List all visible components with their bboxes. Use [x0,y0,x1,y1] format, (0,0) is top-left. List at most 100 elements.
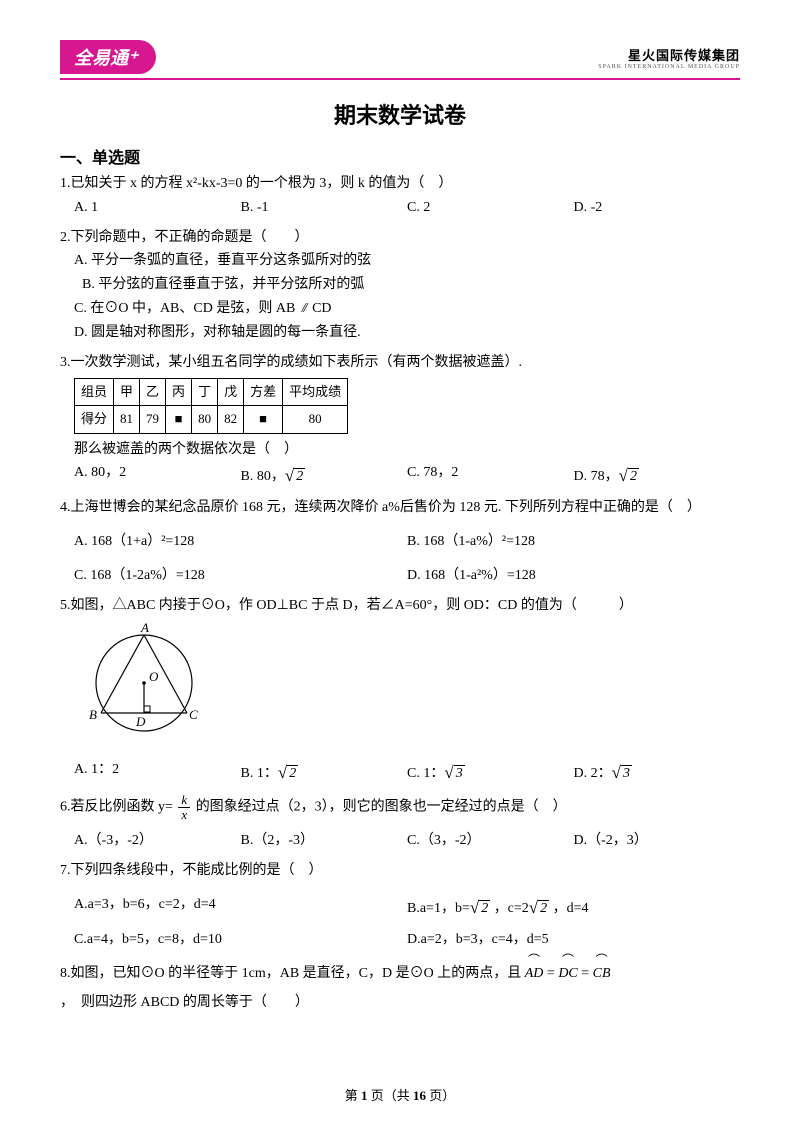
q6-opt-d: D.（-2，3） [574,829,741,853]
td: 81 [114,406,140,433]
q4-opt-a: A. 168（1+a）²=128 [74,530,407,554]
parallel-icon: // [302,301,306,316]
q5-opt-b: B. 1：√2 [241,758,408,787]
q1-opt-d: D. -2 [574,196,741,220]
q8-line2: ， 则四边形 ABCD 的周长等于（ ） [60,991,740,1015]
th: 方差 [244,379,283,406]
q4-opt-c: C. 168（1-2a%）=128 [74,564,407,588]
th: 丁 [192,379,218,406]
q5-b-pre: B. 1： [241,766,278,781]
logo-badge: 全易通⁺ [60,40,156,74]
q3-opt-c: C. 78，2 [407,461,574,490]
org-name: 星火国际传媒集团 [598,45,740,64]
q7-opt-b: B.a=1，b=√2 ，c=2√2 ，d=4 [407,893,740,922]
q2-opt-c: C. 在⊙O 中，AB、CD 是弦，则 AB // CD [60,297,740,321]
td: 82 [218,406,244,433]
q6-pre: 6.若反比例函数 y= [60,799,176,814]
th: 平均成绩 [283,379,348,406]
th: 丙 [166,379,192,406]
eq: = [578,966,593,981]
page-header: 全易通⁺ 星火国际传媒集团 SPARK INTERNATIONAL MEDIA … [60,40,740,80]
question-5: 5.如图，△ABC 内接于⊙O，作 OD⊥BC 于点 D，若∠A=60°，则 O… [60,594,740,787]
arc-icon: AD [525,962,544,986]
th: 戊 [218,379,244,406]
org-sub: SPARK INTERNATIONAL MEDIA GROUP [598,64,740,70]
svg-text:D: D [135,714,146,729]
radicand: 2 [479,900,490,916]
q5-figure: A B C O D [74,623,740,752]
q5-options: A. 1：2 B. 1：√2 C. 1：√3 D. 2：√3 [60,758,740,787]
td: 得分 [75,406,114,433]
q5-d-pre: D. 2： [574,766,612,781]
q3-text: 3.一次数学测试，某小组五名同学的成绩如下表所示（有两个数据被遮盖）. [60,351,740,375]
circle-diagram-icon: A B C O D [74,623,224,743]
arc-icon: CB [593,962,611,986]
eq: = [543,966,558,981]
table-row: 得分 81 79 ■ 80 82 ■ 80 [75,406,348,433]
q6-options: A.（-3，-2） B.（2，-3） C.（3，-2） D.（-2，3） [60,829,740,853]
radicand: 2 [628,468,639,484]
q3-after: 那么被遮盖的两个数据依次是（ ） [60,438,740,462]
q3-options: A. 80，2 B. 80， √2 C. 78，2 D. 78，√2 [60,461,740,490]
q2-opt-a: A. 平分一条弧的直径，垂直平分这条弧所对的弦 [60,249,740,273]
q2-opt-d: D. 圆是轴对称图形，对称轴是圆的每一条直径. [60,321,740,345]
frac-den: x [178,808,190,822]
radicand: 3 [454,765,465,781]
arc-icon: DC [558,962,577,986]
q6-opt-c: C.（3，-2） [407,829,574,853]
q5-text: 5.如图，△ABC 内接于⊙O，作 OD⊥BC 于点 D，若∠A=60°，则 O… [60,594,740,618]
svg-text:C: C [189,707,198,722]
td: 80 [192,406,218,433]
q7-b-pre: B.a=1，b= [407,901,470,916]
svg-text:A: A [140,623,149,635]
question-7: 7.下列四条线段中，不能成比例的是（ ） A.a=3，b=6，c=2，d=4 B… [60,859,740,951]
q5-opt-d: D. 2：√3 [574,758,741,787]
sqrt-icon: √2 [470,901,490,916]
q3-b-pre: B. 80， [241,469,285,484]
td: ■ [244,406,283,433]
q7-opt-d: D.a=2，b=3，c=4，d=5 [407,928,740,952]
page-title: 期末数学试卷 [60,98,740,130]
section-title: 一、单选题 [60,144,740,168]
q5-opt-a: A. 1：2 [74,758,241,787]
fraction-icon: kx [178,793,190,821]
th: 组员 [75,379,114,406]
radicand: 2 [538,900,549,916]
q7-b-coef: 2 [522,901,529,916]
q2-opt-b: B. 平分弦的直径垂直于弦，并平分弦所对的弧 [60,273,740,297]
org-block: 星火国际传媒集团 SPARK INTERNATIONAL MEDIA GROUP [598,45,740,70]
question-8: 8.如图，已知⊙O 的半径等于 1cm，AB 是直径，C，D 是⊙O 上的两点，… [60,962,740,1016]
svg-text:B: B [89,707,97,722]
footer-post: 页） [426,1088,455,1103]
table-row: 组员 甲 乙 丙 丁 戊 方差 平均成绩 [75,379,348,406]
question-1: 1.已知关于 x 的方程 x²-kx-3=0 的一个根为 3，则 k 的值为（ … [60,172,740,220]
footer-mid: 页（共 [367,1088,413,1103]
q4-opt-d: D. 168（1-a²%）=128 [407,564,740,588]
page-footer: 第 1 页（共 16 页） [0,1085,800,1104]
q2-c-pre: C. 在⊙O 中，AB、CD 是弦，则 AB [74,301,299,316]
q5-c-pre: C. 1： [407,766,444,781]
sqrt-icon: √2 [619,469,639,484]
q4-options2: C. 168（1-2a%）=128 D. 168（1-a²%）=128 [60,564,740,588]
q7-options2: C.a=4，b=5，c=8，d=10 D.a=2，b=3，c=4，d=5 [60,928,740,952]
sqrt-icon: √2 [529,901,549,916]
th: 乙 [140,379,166,406]
q6-opt-b: B.（2，-3） [241,829,408,853]
q6-opt-a: A.（-3，-2） [74,829,241,853]
q7-options1: A.a=3，b=6，c=2，d=4 B.a=1，b=√2 ，c=2√2 ，d=4 [60,893,740,922]
q7-opt-a: A.a=3，b=6，c=2，d=4 [74,893,407,922]
q1-opt-c: C. 2 [407,196,574,220]
q3-opt-d: D. 78，√2 [574,461,741,490]
q7-opt-c: C.a=4，b=5，c=8，d=10 [74,928,407,952]
footer-total: 16 [413,1088,426,1103]
svg-text:O: O [149,669,159,684]
q7-text: 7.下列四条线段中，不能成比例的是（ ） [60,859,740,883]
q8-pre: 8.如图，已知⊙O 的半径等于 1cm，AB 是直径，C，D 是⊙O 上的两点，… [60,966,525,981]
sqrt-icon: √3 [444,766,464,781]
q6-post: 的图象经过点（2，3），则它的图象也一定经过的点是（ ） [192,799,567,814]
q3-d-pre: D. 78， [574,469,619,484]
q3-opt-a: A. 80，2 [74,461,241,490]
td: ■ [166,406,192,433]
q8-line1: 8.如图，已知⊙O 的半径等于 1cm，AB 是直径，C，D 是⊙O 上的两点，… [60,962,740,986]
q1-opt-a: A. 1 [74,196,241,220]
